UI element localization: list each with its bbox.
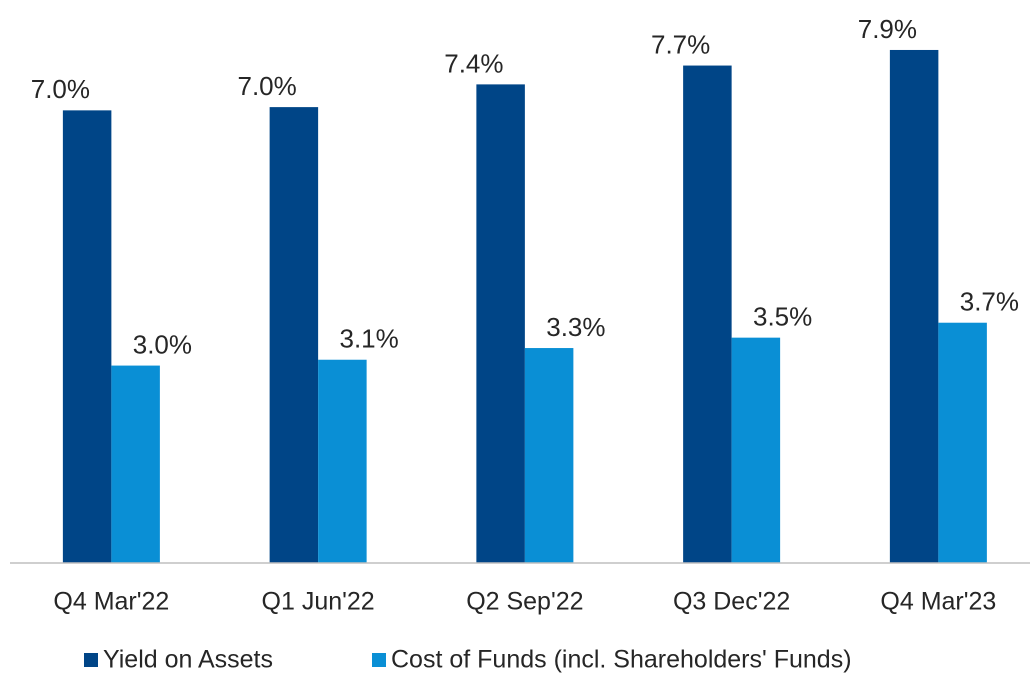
data-label: 3.3%	[546, 312, 605, 342]
legend-swatch	[372, 653, 386, 667]
bar	[111, 365, 160, 563]
bar	[889, 49, 939, 563]
data-label: 7.0%	[31, 74, 90, 104]
bar	[476, 84, 525, 563]
bar	[683, 65, 732, 563]
data-label: 7.4%	[444, 48, 503, 78]
data-label: 3.0%	[133, 329, 192, 359]
data-label: 3.7%	[960, 287, 1019, 317]
data-label: 3.1%	[339, 324, 398, 354]
bar	[62, 110, 112, 564]
x-tick-label: Q4 Mar'22	[53, 588, 169, 616]
x-tick-label: Q2 Sep'22	[466, 588, 583, 616]
x-tick-label: Q1 Jun'22	[262, 588, 375, 616]
legend-label: Yield on Assets	[103, 646, 273, 674]
data-label: 7.7%	[651, 29, 710, 59]
data-label: 3.5%	[753, 302, 812, 332]
bar	[524, 348, 574, 563]
data-label: 7.9%	[858, 14, 917, 44]
legend-label: Cost of Funds (incl. Shareholders' Funds…	[391, 646, 852, 674]
x-tick-label: Q4 Mar'23	[880, 588, 996, 616]
legend-swatch	[84, 653, 98, 667]
bar	[731, 337, 781, 563]
bar	[938, 322, 987, 563]
bar	[269, 107, 319, 563]
x-tick-label: Q3 Dec'22	[673, 588, 790, 616]
bar	[318, 359, 367, 563]
data-label: 7.0%	[237, 71, 296, 101]
